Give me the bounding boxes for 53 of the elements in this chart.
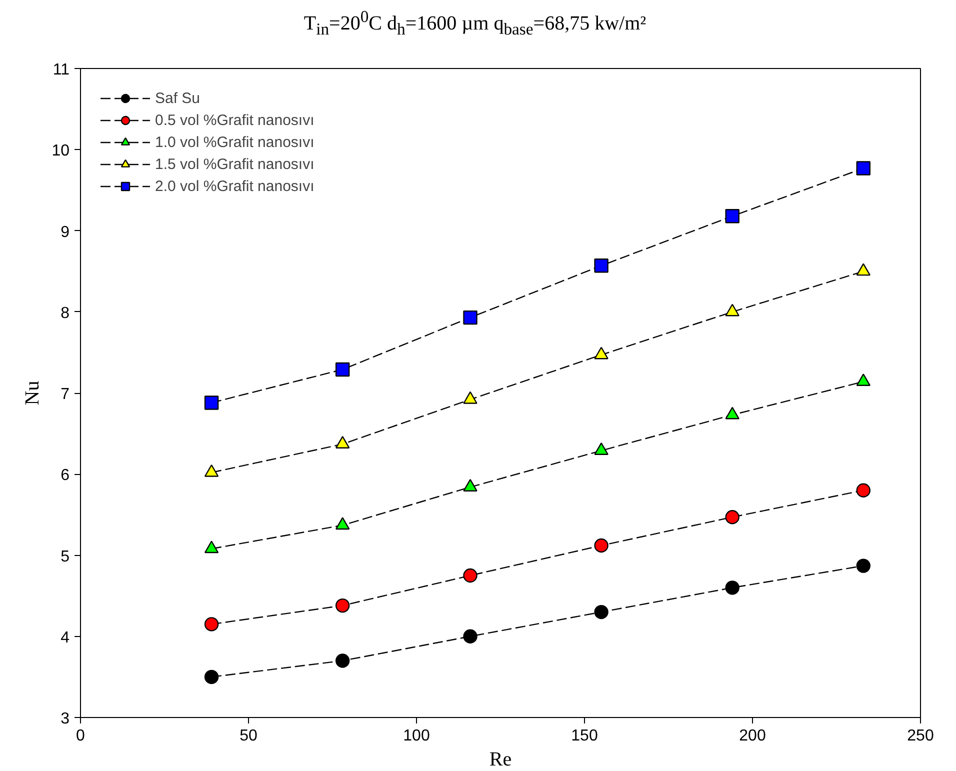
y-axis-title: Nu <box>22 380 44 406</box>
legend-label: Saf Su <box>155 90 200 106</box>
legend-label: 1.5 vol %Grafit nanosıvı <box>155 156 314 172</box>
point <box>463 479 478 492</box>
y-tick-label: 10 <box>52 142 70 160</box>
point <box>463 568 478 583</box>
x-tick-label: 250 <box>907 728 934 744</box>
point <box>594 346 608 360</box>
point <box>335 362 350 377</box>
point <box>204 396 219 410</box>
point <box>856 558 870 573</box>
point <box>856 263 870 276</box>
y-tick-label: 11 <box>52 62 70 78</box>
point <box>335 436 350 448</box>
point <box>594 442 608 455</box>
point <box>725 304 740 316</box>
y-tick-label: 6 <box>60 467 70 484</box>
legend-label: 2.0 vol %Grafit nanosıvı <box>155 178 314 194</box>
y-tick-label: 8 <box>60 304 70 322</box>
x-tick-label: 50 <box>240 728 258 744</box>
point <box>856 161 870 176</box>
x-tick-label: 100 <box>403 728 430 744</box>
point <box>204 617 219 632</box>
point <box>725 580 740 595</box>
legend-label: 0.5 vol %Grafit nanosıvı <box>155 112 314 128</box>
point <box>856 483 870 498</box>
y-tick-label: 9 <box>60 224 70 241</box>
point <box>463 391 478 404</box>
y-tick-label: 3 <box>60 710 70 728</box>
point <box>204 464 219 477</box>
point <box>856 374 870 386</box>
chart-title: T$_{in}$=20$^{0}$C d$_{h}$=1600 µm q$_{base}$=68,75 kw/m² <box>304 7 646 39</box>
x-tick-label: 0 <box>76 728 86 744</box>
point <box>204 670 219 684</box>
point <box>463 629 478 644</box>
point <box>594 604 608 620</box>
point <box>725 209 740 224</box>
legend-label: 1.0 vol %Grafit nanosıvı <box>155 134 314 150</box>
x-axis-title: Re <box>489 748 512 770</box>
point <box>594 538 608 553</box>
point <box>204 540 219 554</box>
x-tick-label: 150 <box>571 728 598 744</box>
y-tick-label: 7 <box>60 386 70 403</box>
point <box>463 310 478 325</box>
x-tick-label: 200 <box>739 728 766 744</box>
point <box>594 258 608 273</box>
y-tick-label: 4 <box>60 629 70 646</box>
point <box>725 510 740 524</box>
y-tick-label: 5 <box>60 548 70 566</box>
point <box>335 654 350 668</box>
point <box>335 598 350 613</box>
point <box>725 406 740 420</box>
point <box>335 517 350 530</box>
